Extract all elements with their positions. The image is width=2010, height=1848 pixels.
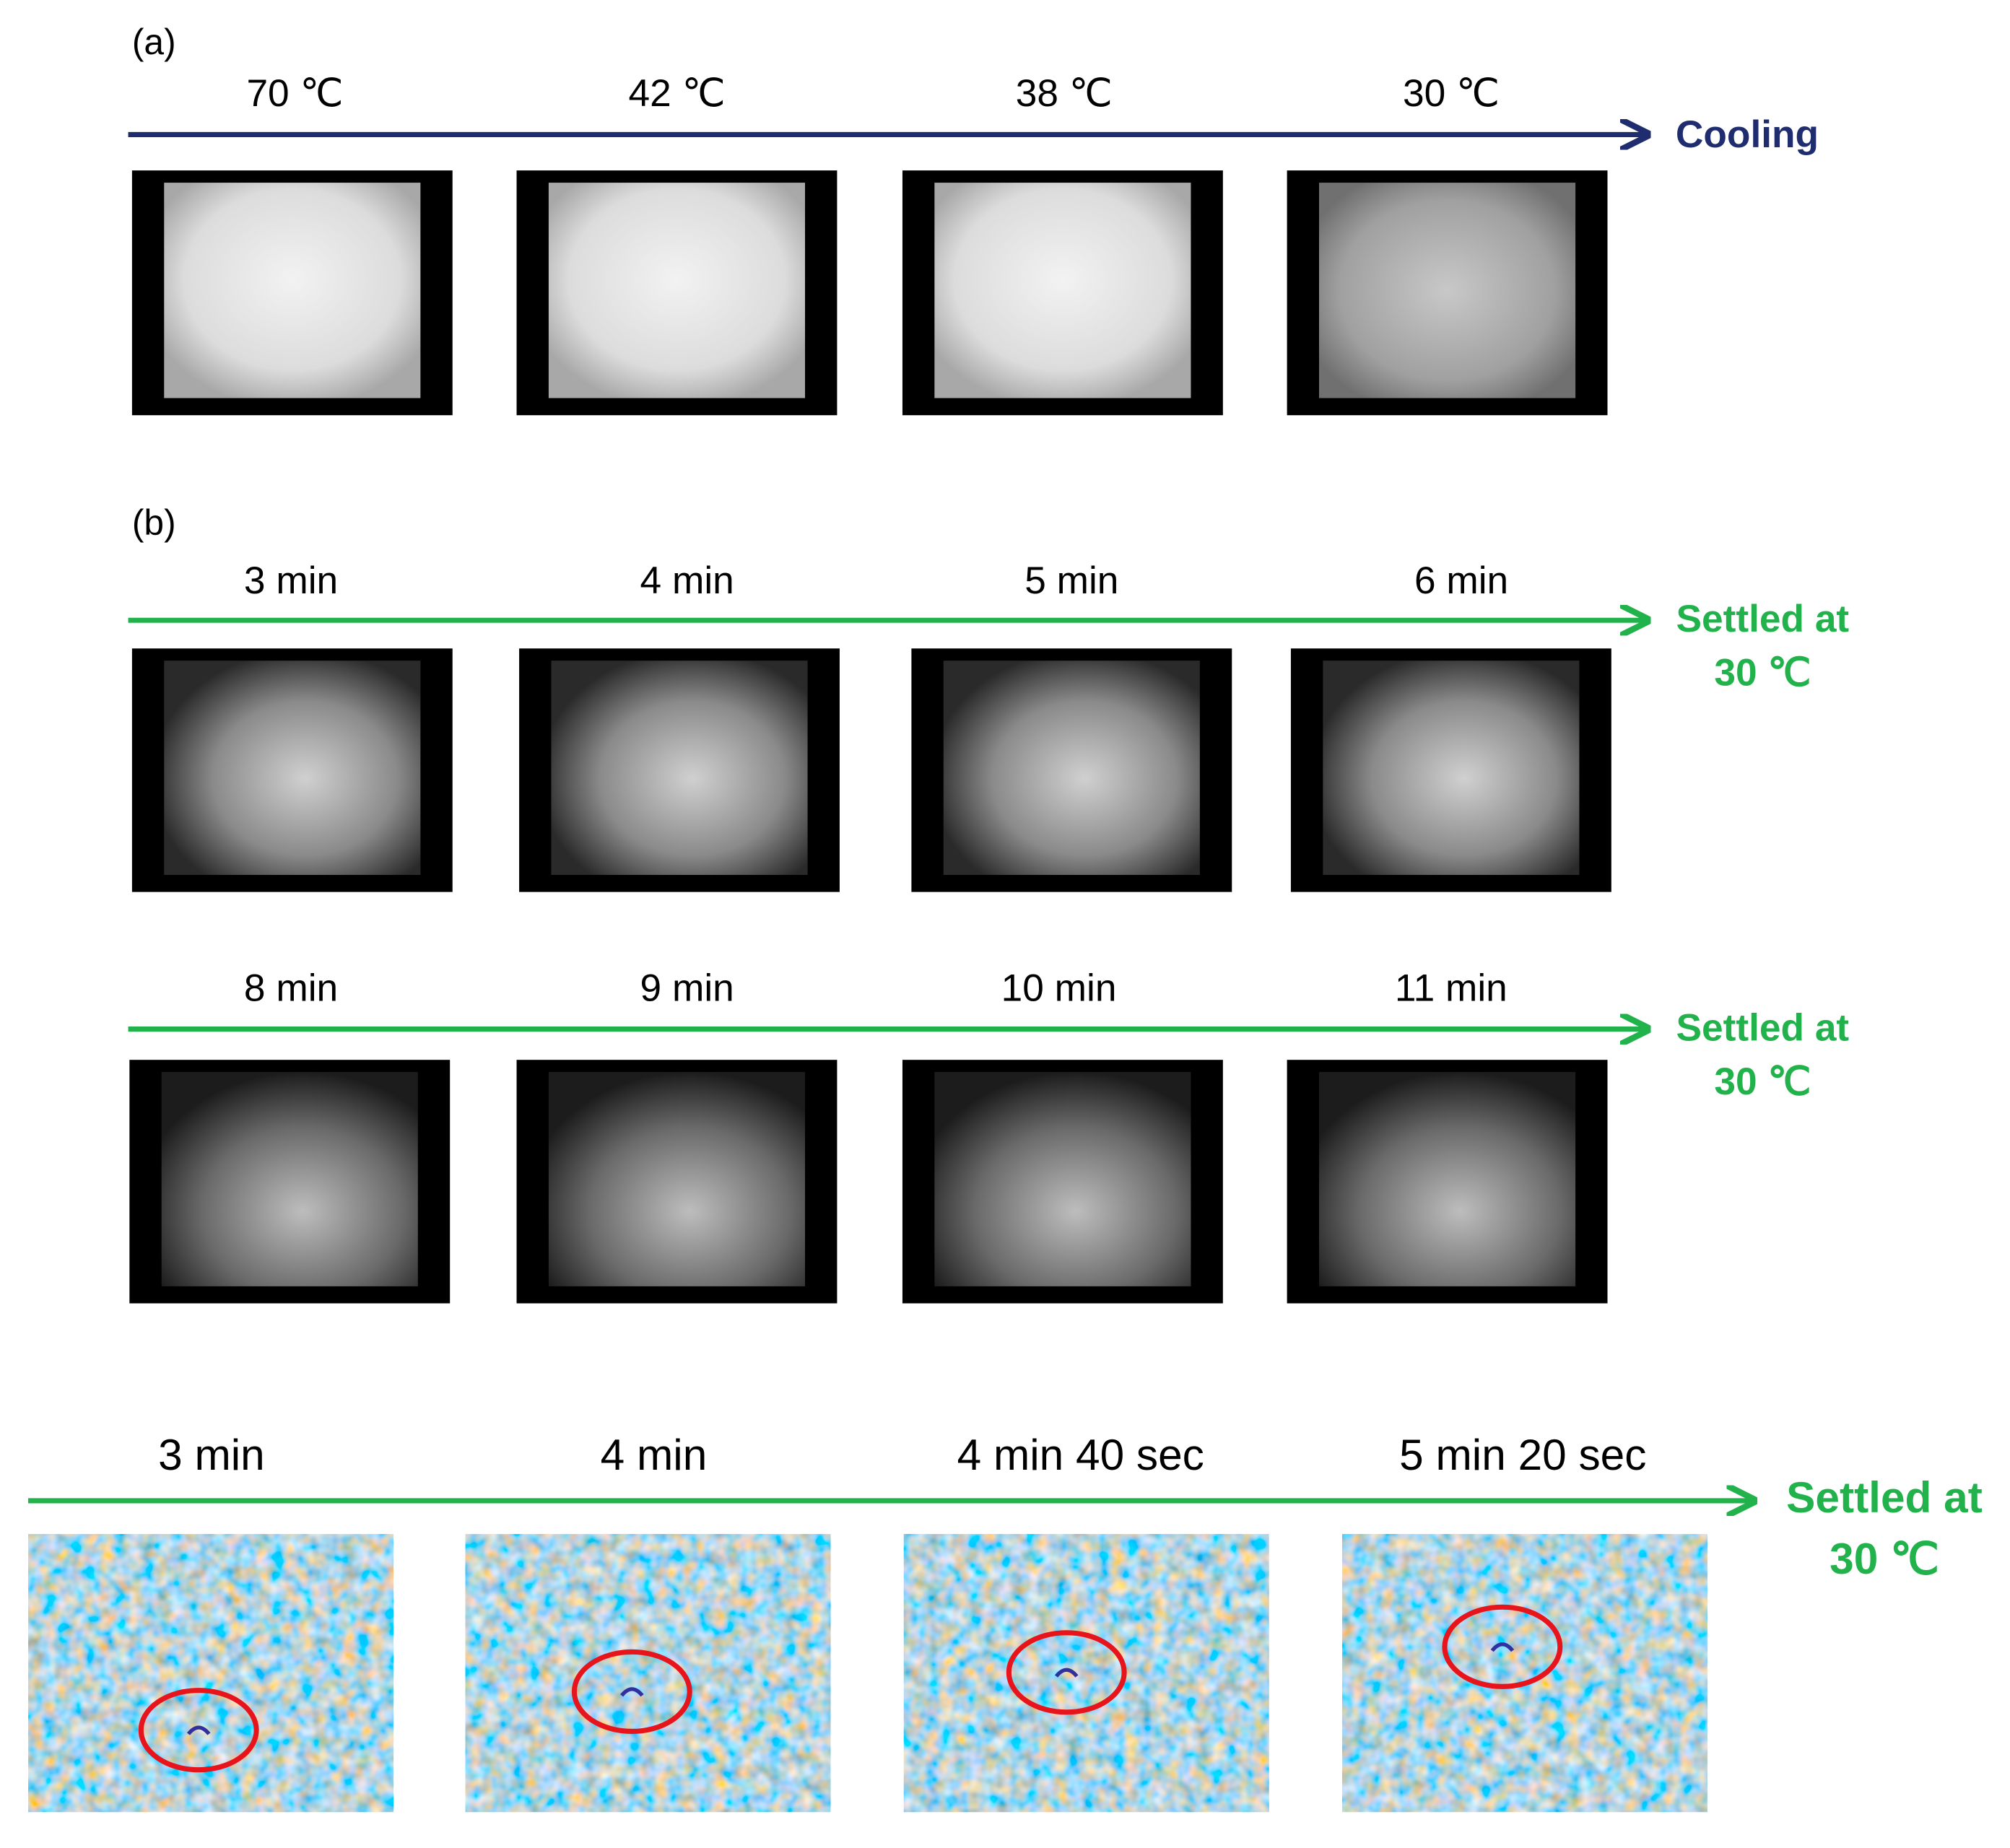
- frame-label: 4 min: [601, 1430, 708, 1479]
- frame-label: 9 min: [640, 967, 734, 1009]
- arrow-label: 30 ℃: [1714, 652, 1811, 694]
- frame-label: 5 min: [1024, 559, 1118, 602]
- vortex-mark: [1490, 1642, 1515, 1652]
- vortex-mark: [1054, 1668, 1079, 1678]
- panel-label: (b): [132, 502, 176, 543]
- frame-label: 42 ℃: [629, 72, 726, 115]
- arrow-label: 30 ℃: [1830, 1534, 1939, 1583]
- frame-label: 30 ℃: [1403, 72, 1500, 115]
- vortex-mark: [620, 1687, 644, 1697]
- vortex-mark: [186, 1725, 211, 1735]
- frame-label: 8 min: [244, 967, 338, 1009]
- highlight-circle: [138, 1688, 259, 1773]
- arrow-label: Cooling: [1676, 113, 1819, 156]
- frame-label: 4 min 40 sec: [957, 1430, 1204, 1479]
- panel-label: (a): [132, 22, 176, 62]
- frame-sample: [164, 661, 421, 876]
- frame-label: 3 min: [158, 1430, 265, 1479]
- frame-sample: [1319, 1072, 1576, 1286]
- frame-label: 6 min: [1414, 559, 1508, 602]
- arrow-label: Settled at: [1676, 1006, 1849, 1049]
- frame-sample: [164, 183, 421, 398]
- frame-image: [28, 1534, 394, 1813]
- frame-label: 10 min: [1001, 967, 1117, 1009]
- frame-sample: [551, 661, 808, 876]
- frame-sample: [548, 183, 806, 398]
- frame-sample: [934, 1072, 1191, 1286]
- arrow-label: Settled at: [1676, 598, 1849, 640]
- frame-image: [465, 1534, 831, 1813]
- frame-label: 11 min: [1395, 967, 1508, 1009]
- frame-label: 4 min: [640, 559, 734, 602]
- frame-label: 70 ℃: [246, 72, 343, 115]
- frame-sample: [1323, 661, 1580, 876]
- frame-sample: [1319, 183, 1576, 398]
- highlight-circle: [1006, 1630, 1127, 1715]
- frame-label: 5 min 20 sec: [1399, 1430, 1646, 1479]
- frame-label: 3 min: [244, 559, 338, 602]
- frame-image: [903, 1534, 1269, 1813]
- frame-sample: [161, 1072, 418, 1286]
- arrow-label: 30 ℃: [1714, 1060, 1811, 1103]
- frame-sample: [548, 1072, 806, 1286]
- frame-image: [1341, 1534, 1707, 1813]
- frame-sample: [943, 661, 1200, 876]
- frame-label: 38 ℃: [1016, 72, 1113, 115]
- highlight-circle: [1442, 1604, 1563, 1689]
- arrow-label: Settled at: [1786, 1473, 1983, 1522]
- frame-sample: [934, 183, 1191, 398]
- highlight-circle: [571, 1649, 692, 1734]
